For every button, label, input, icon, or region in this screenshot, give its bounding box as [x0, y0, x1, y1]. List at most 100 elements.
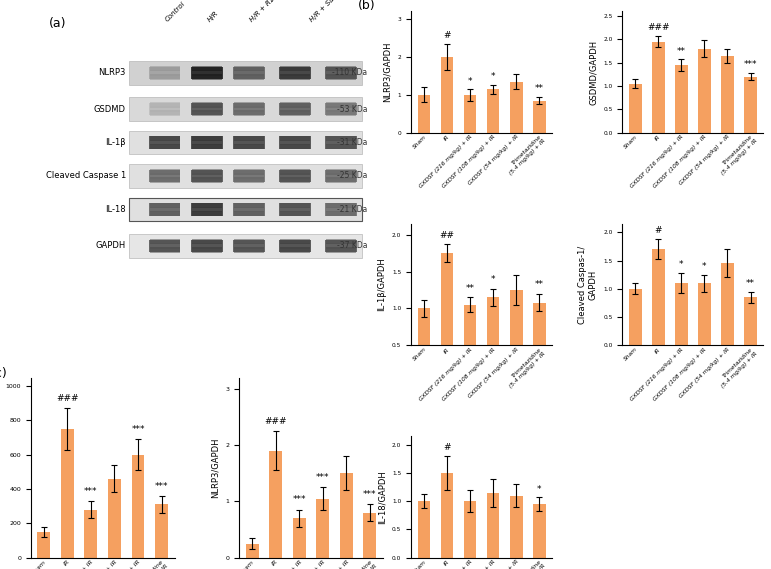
Bar	[150, 173, 180, 179]
Bar	[325, 243, 356, 249]
Bar	[418, 308, 430, 382]
Bar	[325, 169, 356, 175]
Bar	[280, 203, 310, 208]
Bar	[675, 65, 688, 133]
Bar	[280, 66, 310, 71]
Bar	[325, 103, 356, 115]
Text: #: #	[655, 226, 662, 236]
Bar	[150, 140, 180, 145]
Bar	[325, 144, 356, 150]
Y-axis label: IL-18/GAPDH: IL-18/GAPDH	[378, 470, 386, 524]
Bar	[234, 240, 265, 252]
Bar	[130, 197, 362, 221]
Bar	[234, 170, 265, 182]
Text: ###: ###	[56, 394, 79, 403]
Bar	[279, 103, 311, 115]
Bar	[418, 95, 430, 133]
Bar	[325, 106, 356, 112]
Text: *: *	[468, 76, 473, 85]
Text: -25 KDa: -25 KDa	[337, 171, 367, 180]
Bar	[280, 239, 310, 244]
Bar	[675, 283, 688, 345]
Bar	[325, 203, 356, 216]
Bar	[246, 543, 259, 558]
Bar	[744, 297, 757, 345]
Bar	[234, 243, 264, 249]
Bar	[269, 451, 282, 558]
Bar	[652, 249, 665, 345]
Bar	[325, 211, 356, 216]
Bar	[280, 169, 310, 175]
Bar	[150, 70, 180, 76]
Bar	[149, 103, 180, 115]
Bar	[418, 501, 430, 558]
Text: H/R + R1: H/R + R1	[249, 0, 276, 23]
Text: IL-18: IL-18	[106, 205, 126, 214]
Text: ###: ###	[264, 417, 287, 426]
Text: -21 KDa: -21 KDa	[337, 205, 367, 214]
Bar	[440, 253, 453, 382]
Bar	[150, 102, 180, 108]
Bar	[234, 247, 264, 253]
Bar	[108, 479, 121, 558]
Bar	[192, 243, 222, 249]
Bar	[192, 140, 222, 145]
Bar	[192, 173, 222, 179]
Bar	[149, 67, 180, 79]
Bar	[325, 66, 356, 71]
Bar	[85, 510, 97, 558]
Bar	[652, 42, 665, 133]
Text: **: **	[535, 84, 544, 93]
Bar	[191, 203, 223, 216]
Bar	[280, 247, 310, 253]
Bar	[280, 243, 310, 249]
Bar	[192, 169, 222, 175]
Bar	[463, 501, 476, 558]
Bar	[280, 173, 310, 179]
Text: -53 KDa: -53 KDa	[337, 105, 367, 114]
Bar	[191, 170, 223, 182]
Bar	[150, 243, 180, 249]
Text: (b): (b)	[358, 0, 375, 13]
Bar	[280, 70, 310, 76]
Bar	[192, 178, 222, 183]
Bar	[279, 67, 311, 79]
Bar	[150, 135, 180, 141]
Text: **: **	[535, 280, 544, 289]
Bar	[150, 106, 180, 112]
Bar	[234, 70, 264, 76]
Y-axis label: NLRP3/GAPDH: NLRP3/GAPDH	[383, 42, 392, 102]
Bar	[132, 455, 144, 558]
Text: ##: ##	[439, 230, 454, 240]
Bar	[325, 110, 356, 116]
Bar	[280, 106, 310, 112]
Y-axis label: GSDMD/GAPDH: GSDMD/GAPDH	[589, 39, 598, 105]
Text: -37 KDa: -37 KDa	[337, 241, 367, 250]
Text: ***: ***	[363, 490, 377, 499]
Bar	[533, 303, 546, 382]
Bar	[325, 102, 356, 108]
Bar	[279, 203, 311, 216]
Bar	[149, 240, 180, 252]
Bar	[130, 234, 362, 258]
Bar	[487, 89, 500, 133]
Bar	[192, 70, 222, 76]
Bar	[280, 102, 310, 108]
Bar	[293, 518, 306, 558]
Bar	[150, 66, 180, 71]
Bar	[510, 496, 523, 558]
Bar	[150, 74, 180, 80]
Bar	[487, 298, 500, 382]
Text: *: *	[679, 260, 684, 269]
Text: H/R + Salvianolic acid B: H/R + Salvianolic acid B	[309, 0, 373, 23]
Text: -31 KDa: -31 KDa	[337, 138, 367, 147]
Bar	[280, 178, 310, 183]
Bar	[280, 211, 310, 216]
Bar	[325, 140, 356, 145]
Bar	[192, 135, 222, 141]
Bar	[234, 211, 264, 216]
Bar	[234, 74, 264, 80]
Bar	[698, 49, 711, 133]
Bar	[130, 61, 362, 85]
Bar	[325, 135, 356, 141]
